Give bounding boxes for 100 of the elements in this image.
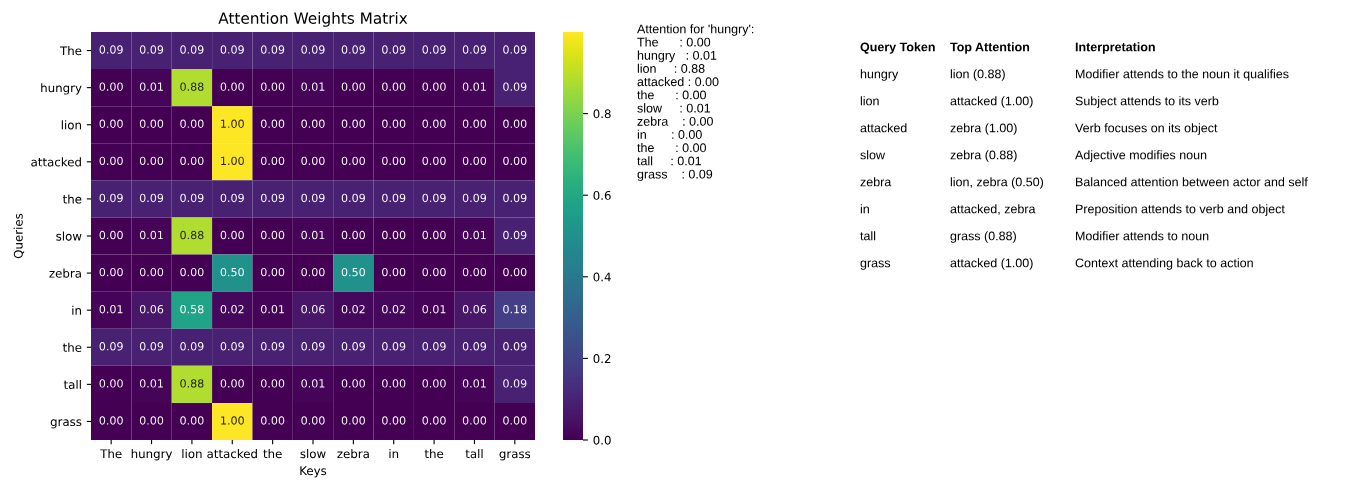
category-label: Top Attention bbox=[950, 42, 1030, 54]
color-bar-label: 0.2 bbox=[593, 354, 611, 364]
data-label: 0.00 bbox=[422, 267, 446, 277]
data-label: 0.09 bbox=[503, 379, 527, 388]
category-label: Query Token bbox=[860, 42, 935, 54]
data-label: 0.09 bbox=[382, 342, 406, 351]
x-tick-label: attacked bbox=[207, 449, 257, 459]
data-label: 0.00 bbox=[341, 416, 365, 425]
data-label: 0.00 bbox=[261, 267, 285, 277]
data-label: 0.09 bbox=[462, 193, 487, 203]
data-label: 0.00 bbox=[301, 119, 325, 128]
text: Context attending back to action bbox=[1075, 258, 1253, 270]
data-label: 0.00 bbox=[99, 416, 123, 425]
data-label: 0.00 bbox=[261, 379, 285, 388]
data-label: 0.00 bbox=[99, 156, 123, 166]
data-label: 0.01 bbox=[139, 230, 163, 240]
data-label: 0.09 bbox=[462, 45, 487, 54]
data-label: 0.00 bbox=[220, 82, 244, 91]
data-label: 0.00 bbox=[341, 156, 365, 166]
data-label: 0.09 bbox=[220, 342, 244, 351]
text: tall bbox=[860, 231, 876, 241]
data-label: 0.09 bbox=[99, 193, 123, 203]
data-label: 0.02 bbox=[220, 305, 244, 314]
data-label: 0.06 bbox=[462, 305, 487, 314]
data-label: 0.00 bbox=[382, 379, 406, 388]
data-label: 0.09 bbox=[261, 45, 285, 54]
data-label: 0.09 bbox=[220, 193, 244, 203]
text: The : 0.00 bbox=[637, 37, 711, 47]
text: grass bbox=[860, 260, 891, 270]
x-tick-label: in bbox=[389, 449, 399, 458]
text: grass : 0.09 bbox=[637, 169, 713, 182]
y-tick-label: zebra bbox=[49, 268, 81, 278]
data-label: 0.09 bbox=[341, 193, 365, 203]
data-label: 0.09 bbox=[220, 45, 244, 54]
data-label: 0.00 bbox=[180, 416, 204, 425]
data-label: 0.18 bbox=[503, 305, 527, 314]
text: hungry : 0.01 bbox=[637, 50, 717, 63]
data-label: 0.00 bbox=[261, 82, 285, 91]
data-label: 0.00 bbox=[422, 230, 446, 240]
data-label: 0.00 bbox=[503, 267, 527, 277]
data-label: 0.00 bbox=[382, 82, 406, 91]
data-label: 0.09 bbox=[422, 45, 446, 54]
text: slow : 0.01 bbox=[637, 103, 711, 113]
data-label: 0.00 bbox=[462, 119, 487, 128]
data-label: 0.09 bbox=[301, 193, 325, 203]
data-label: 0.00 bbox=[382, 156, 406, 166]
color-bar-label: 0.6 bbox=[593, 190, 611, 200]
text: tall : 0.01 bbox=[637, 156, 702, 166]
text: attacked (1.00) bbox=[950, 258, 1033, 270]
text: attacked : 0.00 bbox=[637, 76, 719, 87]
data-label: 0.00 bbox=[99, 267, 123, 277]
text: hungry bbox=[860, 69, 899, 81]
data-label: 0.06 bbox=[139, 305, 164, 314]
data-label: 0.01 bbox=[301, 230, 325, 240]
text: slow bbox=[860, 150, 886, 160]
data-label: 0.00 bbox=[139, 119, 164, 128]
data-label: 0.00 bbox=[139, 416, 164, 425]
color-bar-label: 0.8 bbox=[593, 109, 611, 119]
data-label: 0.01 bbox=[422, 305, 446, 314]
y-tick-label: grass bbox=[50, 419, 82, 429]
text: lion bbox=[860, 96, 879, 106]
y-tick-label: slow bbox=[56, 231, 82, 241]
text: in bbox=[860, 204, 869, 214]
data-label: 0.09 bbox=[341, 342, 365, 351]
x-tick-label: slow bbox=[300, 449, 326, 459]
data-label: 0.01 bbox=[301, 379, 325, 388]
text: attacked bbox=[860, 123, 907, 133]
text: Modifier attends to the noun it qualifies bbox=[1076, 69, 1289, 81]
data-label: 0.09 bbox=[180, 193, 204, 203]
data-label: 0.00 bbox=[341, 230, 365, 240]
x-tick-label: the bbox=[263, 449, 282, 459]
color-bar-label: 0.0 bbox=[593, 435, 611, 445]
data-label: 0.09 bbox=[503, 45, 527, 54]
data-label: 0.00 bbox=[382, 267, 406, 277]
data-label: 0.01 bbox=[301, 82, 325, 91]
text: in : 0.00 bbox=[637, 129, 702, 139]
text: Balanced attention between actor and self bbox=[1076, 177, 1308, 187]
data-label: 0.09 bbox=[301, 342, 325, 351]
data-label: 0.00 bbox=[139, 156, 164, 166]
data-label: 0.00 bbox=[382, 416, 406, 425]
data-label: 0.00 bbox=[503, 156, 527, 166]
text: lion, zebra (0.50) bbox=[950, 177, 1044, 189]
data-label: 0.09 bbox=[422, 342, 446, 351]
y-tick-label: attacked bbox=[31, 157, 81, 167]
data-label: 0.09 bbox=[462, 342, 487, 351]
x-tick-label: hungry bbox=[131, 449, 173, 461]
text: lion (0.88) bbox=[950, 69, 1005, 81]
data-label: 0.00 bbox=[261, 230, 285, 240]
data-label: 0.00 bbox=[261, 416, 285, 425]
data-label: 0.09 bbox=[261, 193, 285, 203]
data-label: 0.00 bbox=[422, 416, 446, 425]
data-label: 0.00 bbox=[422, 379, 446, 388]
data-label: 0.00 bbox=[382, 119, 406, 128]
data-label: 0.00 bbox=[139, 267, 164, 277]
chart-title: Attention Weights Matrix bbox=[218, 12, 408, 27]
data-label: 0.01 bbox=[462, 379, 486, 388]
data-label: 0.00 bbox=[220, 230, 244, 240]
data-label: 0.09 bbox=[503, 230, 527, 240]
data-label: 0.00 bbox=[99, 119, 123, 128]
data-label: 0.00 bbox=[462, 156, 487, 166]
